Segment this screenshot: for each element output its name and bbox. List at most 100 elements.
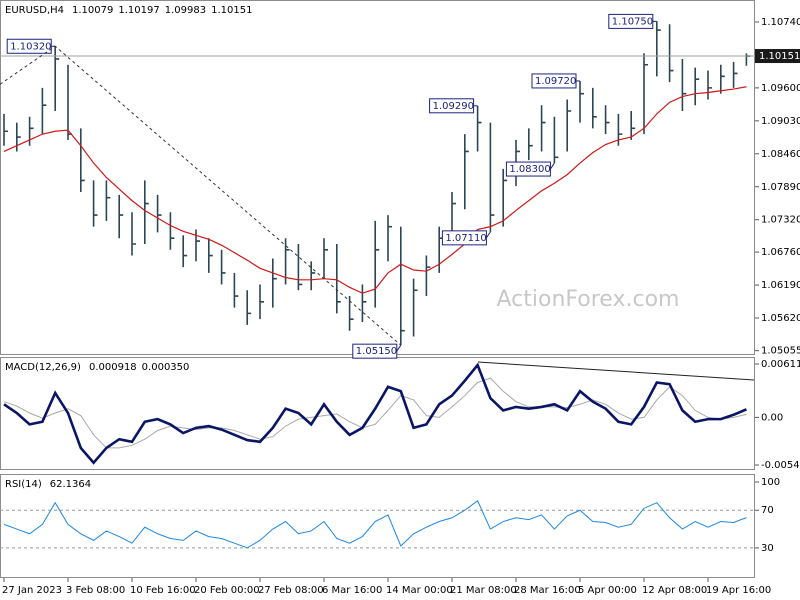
y-tick-label: 1.05620 [761,313,800,324]
header-value: 0.000918 [89,362,137,373]
ohlc-bar [105,180,111,221]
ohlc-bar [41,87,47,135]
macd-trend-line [477,361,755,381]
y-tick-label: 1.09600 [761,83,800,94]
ohlc-bar [425,255,431,297]
watermark: ActionForex.com [497,287,680,312]
header-value: 1.10079 [72,5,113,16]
ohlc-bar [681,58,687,112]
header-value: 62.1364 [50,479,91,490]
panel-header: EURUSD,H4 1.10079 1.10197 1.09983 1.10151 [5,5,252,16]
ohlc-bar [310,261,316,291]
annotation-label: 1.07110 [445,233,486,244]
x-tick-label: 6 Mar 16:00 [322,585,382,596]
ohlc-bar [169,212,175,250]
y-tick-label: 1.06190 [761,280,800,291]
ohlc-bar [361,284,367,323]
x-tick-label: 27 Jan 2023 [2,585,62,596]
y-tick-label: 100 [761,477,780,488]
ohlc-bar [720,64,725,94]
y-tick-label: 1.09030 [761,116,800,127]
ohlc-bar [323,238,328,279]
line-series [3,362,747,465]
rsi-panel [0,474,755,578]
x-tick-label: 21 Mar 08:00 [450,585,517,596]
annotation-connector [485,231,491,239]
annotation-box [352,343,398,359]
last-price-label: 1.10151 [759,51,800,62]
x-tick-label: 28 Mar 16:00 [514,585,581,596]
last-price-box [755,49,800,64]
annotation-label: 1.10320 [10,41,51,52]
header-value: 1.10197 [118,5,159,16]
ohlc-bar [566,99,572,152]
y-tick-label: 0.00 [761,412,783,423]
x-tick-label: 19 Apr 16:00 [706,585,771,596]
ohlc-bar [412,278,418,337]
ohlc-bar [540,105,546,152]
x-tick-label: 10 Feb 16:00 [130,585,196,596]
annotation-label: 1.10750 [612,16,653,27]
panel-title: RSI(14) [5,479,42,490]
y-tick-label: 0.006118 [761,359,800,370]
ohlc-bar [604,105,610,135]
ohlc-bar [246,290,252,325]
ohlc-bar [630,111,636,140]
ohlc-bar [182,235,188,268]
x-tick-label: 12 Apr 08:00 [642,585,707,596]
ohlc-bar [131,212,136,256]
ohlc-bar [374,220,380,308]
ohlc-bar [54,46,60,112]
ohlc-bar [118,194,124,239]
ohlc-bar [208,238,213,273]
ohlc-bar [656,21,661,77]
annotation-label: 1.05150 [356,346,397,357]
line-series [3,377,747,449]
ohlc-bar [553,116,559,164]
ohlc-bar [489,122,495,232]
ohlc-bar [643,53,648,135]
y-tick-label: 30 [761,543,774,554]
annotation-box [429,98,475,114]
y-tick-label: 1.08460 [761,149,800,160]
annotation-box [505,161,551,177]
ohlc-bar [592,87,597,129]
ohlc-bar [732,61,738,88]
ohlc-bar [528,128,533,161]
x-tick-label: 27 Feb 08:00 [258,585,324,596]
annotation-connector [549,162,555,170]
ohlc-bar [336,243,341,314]
header-value: 1.10151 [211,5,252,16]
ohlc-bar [348,296,354,331]
ohlc-bar [668,24,674,83]
ohlc-bar [156,194,162,233]
y-tick-label: -0.005458 [761,460,800,471]
ohlc-bar [579,80,584,123]
ohlc-bar [464,134,469,210]
ohlc-bar [28,116,34,146]
ohlc-bar [80,128,85,192]
line-series [3,500,747,549]
panel-title: MACD(12,26,9) [5,362,81,373]
annotation-box [6,38,52,54]
y-tick-label: 1.06760 [761,247,800,258]
ohlc-bar [220,249,226,285]
annotation-label: 1.09290 [433,101,474,112]
panel-header: MACD(12,26,9) 0.000918 0.000350 [5,362,189,373]
ohlc-bar [272,258,277,308]
ohlc-bar [144,180,149,244]
ohlc-bar [476,105,482,152]
annotation-label: 1.09720 [535,76,576,87]
ohlc-bar [16,122,21,152]
y-tick-label: 1.05055 [761,346,800,357]
x-tick-label: 5 Apr 00:00 [578,585,637,596]
panel-header: RSI(14) 62.1364 [5,479,91,490]
x-tick-label: 20 Feb 00:00 [194,585,260,596]
trend-line [0,45,402,346]
ohlc-bar [502,168,508,227]
annotation-box [531,73,577,89]
x-tick-label: 14 Mar 00:00 [386,585,453,596]
header-value: 1.09983 [165,5,206,16]
ohlc-bar [92,180,98,227]
